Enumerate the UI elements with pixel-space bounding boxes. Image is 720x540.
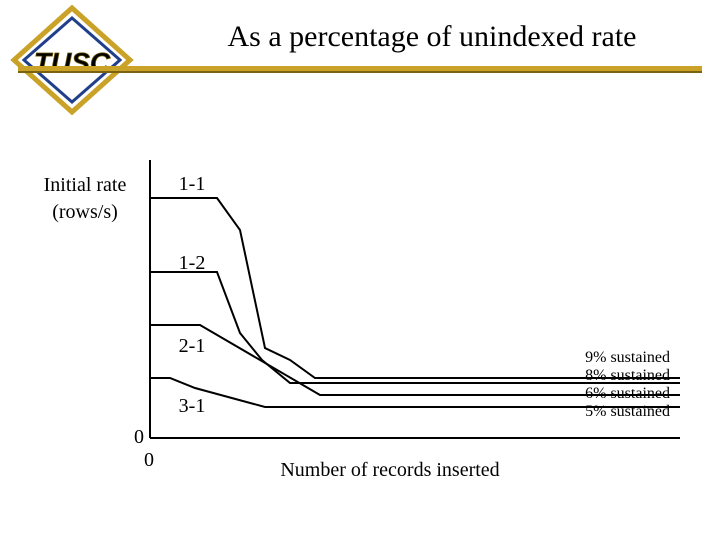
end-label: 6% sustained: [585, 385, 670, 402]
y-axis-label: (rows/s): [52, 201, 118, 223]
curve: [150, 377, 680, 408]
curve-label: 2-1: [179, 335, 206, 357]
curve-label: 1-1: [179, 173, 206, 195]
x-axis-label: Number of records inserted: [280, 459, 499, 481]
curve: [150, 271, 680, 384]
curve-label: 1-2: [179, 252, 206, 274]
end-label: 8% sustained: [585, 367, 670, 384]
logo-text: TUSC: [34, 47, 111, 78]
y-origin-label: 0: [134, 426, 144, 448]
curve: [150, 197, 680, 379]
x-origin-label: 0: [144, 449, 154, 471]
logo: TUSC: [10, 4, 134, 116]
curve: [150, 324, 680, 396]
title-rule: [18, 66, 702, 71]
curve-label: 3-1: [179, 395, 206, 417]
end-label: 9% sustained: [585, 349, 670, 366]
y-axis-label: Initial rate: [44, 174, 127, 196]
title: As a percentage of unindexed rate: [228, 20, 637, 53]
end-label: 5% sustained: [585, 403, 670, 420]
title-rule-shadow: [18, 71, 702, 73]
